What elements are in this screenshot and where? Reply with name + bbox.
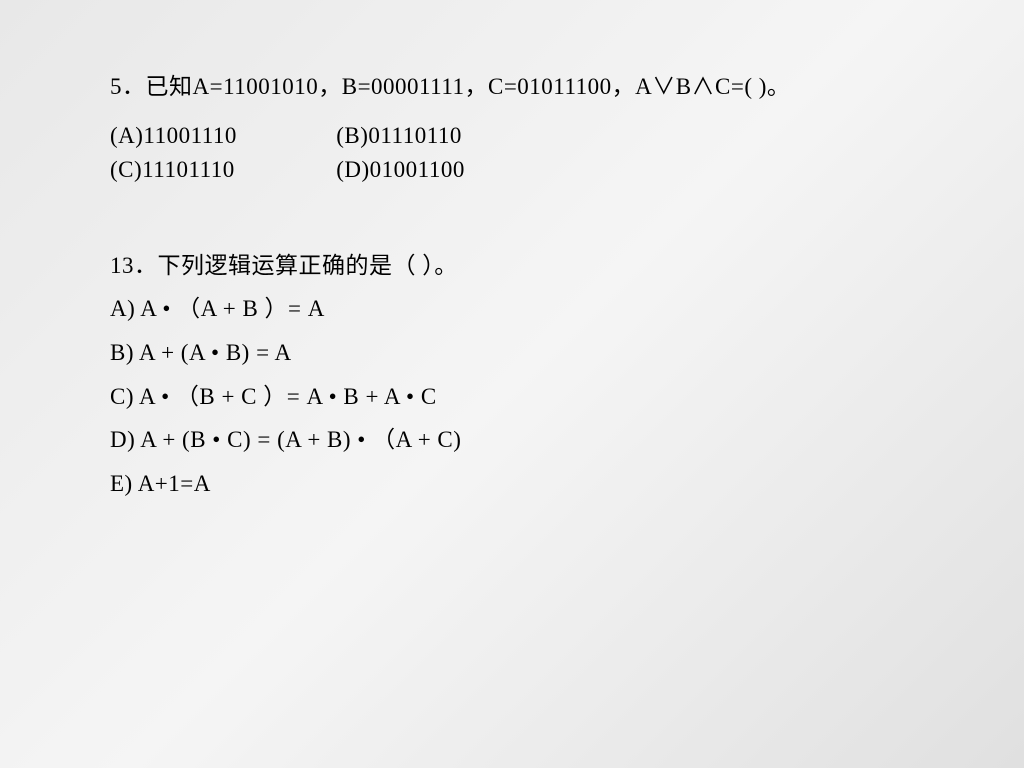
slide-container: 5．已知A=11001010，B=00001111，C=01011100，A∨B… <box>0 0 1024 768</box>
q13-prompt: 13．下列逻辑运算正确的是（ ）。 <box>110 244 914 288</box>
q13-option-c: C) A • （B + C ）= A • B + A • C <box>110 375 914 419</box>
q13-option-b: B) A + (A • B) = A <box>110 331 914 375</box>
q5-option-d: (D)01001100 <box>336 153 465 188</box>
q5-option-b: (B)01110110 <box>336 119 462 154</box>
q5-options-row2: (C)11101110 (D)01001100 <box>110 153 914 188</box>
q5-options-row1: (A)11001110 (B)01110110 <box>110 119 914 154</box>
q5-option-c: (C)11101110 <box>110 153 330 188</box>
spacer <box>110 188 914 244</box>
q13-option-a: A) A • （A + B ）= A <box>110 287 914 331</box>
q13-option-e: E) A+1=A <box>110 462 914 506</box>
q5-option-a: (A)11001110 <box>110 119 330 154</box>
spacer <box>110 105 914 119</box>
q5-prompt: 5．已知A=11001010，B=00001111，C=01011100，A∨B… <box>110 70 914 105</box>
q13-option-d: D) A + (B • C) = (A + B) • （A + C) <box>110 418 914 462</box>
